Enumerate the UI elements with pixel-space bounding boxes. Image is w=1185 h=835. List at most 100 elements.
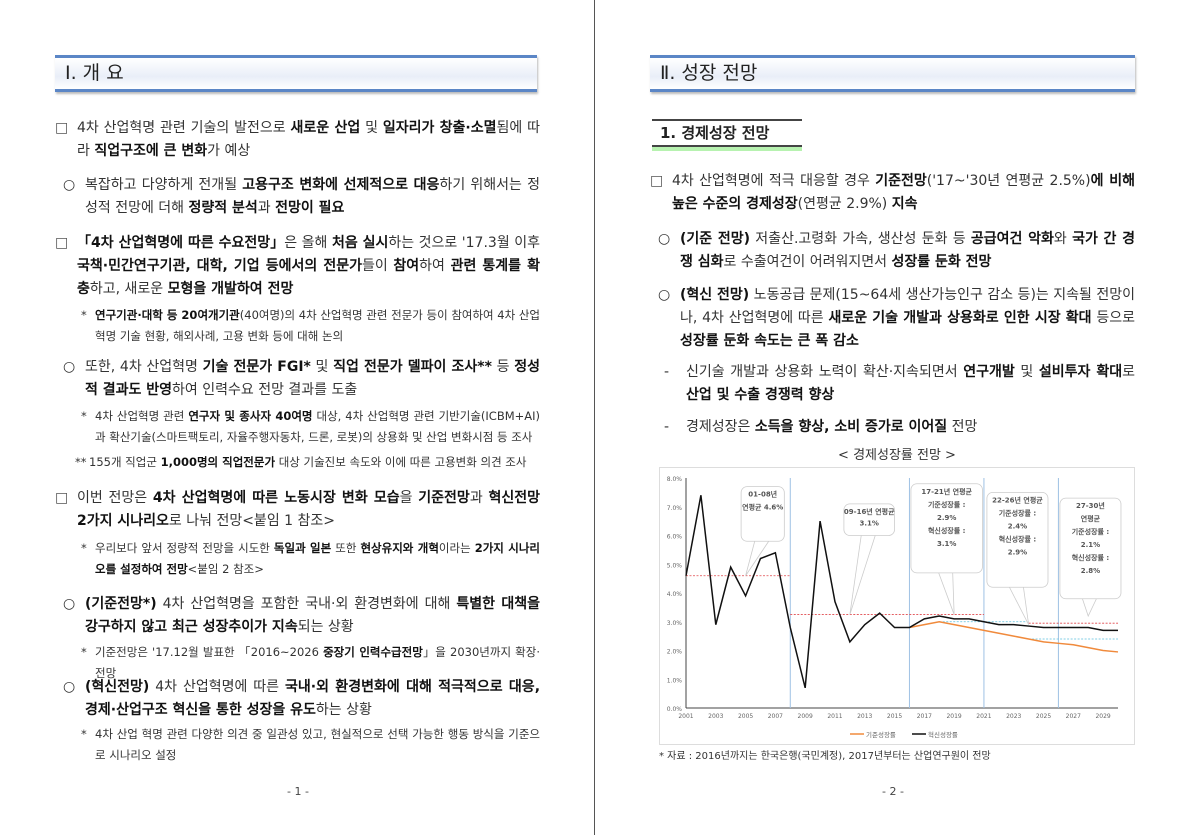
x-tick-label: 2013 <box>857 713 872 720</box>
y-tick-label: 2.0% <box>667 649 683 656</box>
bullet-marker: * <box>81 409 87 423</box>
callout-text: 연평균 4.6% <box>742 503 783 512</box>
callout-box <box>986 491 1049 588</box>
callout-text: 혁신성장률 : <box>999 534 1037 543</box>
chart-source: * 자료 : 2016년까지는 한국은행(국민계정), 2017년부터는 산업연… <box>659 751 991 762</box>
paragraph: ** 155개 직업군 1,000명의 직업전문가 대상 기술진보 속도와 이에 … <box>75 452 540 473</box>
bullet-marker: ○ <box>63 359 76 375</box>
callout-text: 2.1% <box>1081 541 1100 549</box>
bold-text: 기준전망 <box>875 173 927 189</box>
x-tick-label: 2023 <box>1006 713 1021 720</box>
callout-pointer <box>1009 587 1030 625</box>
text: 와 <box>1053 231 1073 247</box>
page-divider <box>594 0 595 835</box>
bold-text: 관련 통계를 확충 <box>77 258 541 297</box>
text: 하는 것으로 '17.3월 이후 <box>388 235 540 251</box>
bullet-marker: * <box>81 645 87 659</box>
paragraph: * 4차 산업혁명 관련 연구자 및 종사자 40여명 대상, 4차 산업혁명 관… <box>81 406 540 448</box>
bullet-marker: ○ <box>658 287 671 303</box>
legend-label: 기준성장률 <box>866 730 896 739</box>
text: 4차 산업혁명 관련 <box>95 409 189 423</box>
x-tick-label: 2001 <box>678 713 693 720</box>
paragraph: * 연구기관·대학 등 20여개기관(40여명)의 4차 산업혁명 관련 전문가 … <box>81 305 540 347</box>
text: 및 <box>310 359 334 375</box>
bold-text: 4차 산업혁명에 따른 노동시장 변화 모습 <box>152 490 400 506</box>
callout-text: 01-08년 <box>748 490 777 499</box>
paragraph: * 우리보다 앞서 정량적 전망을 시도한 독일과 일본 또한 현상유지와 개혁이… <box>81 538 540 580</box>
callout-text: 3.1% <box>860 520 879 528</box>
text: 및 <box>360 120 383 136</box>
callout-box <box>1059 497 1122 600</box>
text: 기준전망은 '17.12월 발표한 「2016~2026 <box>95 645 324 659</box>
bold-text: 에 비해 높은 수준의 경제성장 <box>672 173 1135 212</box>
paragraph: ○ (혁신전망) 4차 산업혁명에 따른 국내·외 환경변화에 대해 적극적으로 … <box>63 676 540 722</box>
subheading-underline <box>652 147 802 151</box>
bold-text: 혁신전망 2가지 시나리오 <box>77 490 540 529</box>
bold-text: 설비투자 확대 <box>1038 364 1123 380</box>
bold-text: 연구기관·대학 등 20여개기관 <box>95 308 240 322</box>
text: <붙임 2 참조> <box>187 562 264 576</box>
bold-text: 산업 및 수출 경쟁력 향상 <box>686 387 835 403</box>
bullet-marker: □ <box>55 490 69 506</box>
bold-text: 직업 전문가 델파이 조사** <box>333 359 492 375</box>
callout-box <box>843 503 895 536</box>
x-tick-label: 2019 <box>946 713 961 720</box>
text: 4차 산업혁명에 적극 대응할 경우 <box>672 173 876 189</box>
y-tick-label: 6.0% <box>667 534 683 541</box>
bold-text: 연구자 및 종사자 40여명 <box>188 409 313 423</box>
text: 하기 위해서는 정성적 전망에 더해 <box>85 177 541 216</box>
bold-text: 특별한 대책을 강구하지 않고 최근 성장추이가 지속 <box>85 596 540 635</box>
bold-text: 전망이 필요 <box>275 200 345 216</box>
text: 은 올해 <box>284 235 332 251</box>
callout-text: 2.9% <box>1008 548 1027 556</box>
callout-text: 27-30년 <box>1076 501 1105 510</box>
text: 로 수출여건이 어려워지면서 <box>723 254 892 270</box>
paragraph: □ 4차 산업혁명에 적극 대응할 경우 기준전망('17~'30년 연평균 2.… <box>650 170 1135 216</box>
text: 등 <box>491 359 515 375</box>
bold-text: 일자리가 창출·소멸 <box>382 120 497 136</box>
bold-text: 1,000명의 직업전문가 <box>160 455 276 469</box>
paragraph: ○ 또한, 4차 산업혁명 기술 전문가 FGI* 및 직업 전문가 델파이 조사… <box>63 356 540 402</box>
y-tick-label: 7.0% <box>667 505 683 512</box>
bold-text: 성장률 둔화 전망 <box>891 254 992 270</box>
bold-text: 처음 실시 <box>331 235 389 251</box>
bold-text: (혁신전망) <box>85 679 150 695</box>
bold-text: 소득을 향상, 소비 증가로 이어질 <box>754 419 948 435</box>
paragraph: □ 이번 전망은 4차 산업혁명에 따른 노동시장 변화 모습을 기준전망과 혁신… <box>55 487 540 533</box>
bullet-marker: - <box>664 419 670 435</box>
page2-section-header: Ⅱ. 성장 전망 <box>650 55 1135 92</box>
callout-text: 기준성장률 : <box>928 500 966 509</box>
x-tick-label: 2015 <box>887 713 902 720</box>
callout-text: 17-21년 연평균 <box>921 487 972 496</box>
x-tick-label: 2011 <box>827 713 842 720</box>
text: 가 예상 <box>207 143 251 159</box>
paragraph: ○ (혁신 전망) 노동공급 문제(15~64세 생산가능인구 감소 등)는 지속… <box>658 284 1135 353</box>
paragraph: - 경제성장은 소득을 향상, 소비 증가로 이어질 전망 <box>664 416 1135 439</box>
text: 되는 상황 <box>297 619 354 635</box>
text: 하고, 새로운 <box>89 281 168 297</box>
text: 을 <box>399 490 419 506</box>
text: 및 <box>1014 364 1039 380</box>
callout-text: 3.1% <box>937 540 956 548</box>
callout-pointer <box>849 535 876 615</box>
paragraph: □ 「4차 산업혁명에 따른 수요전망」은 올해 처음 실시하는 것으로 '17.… <box>55 232 540 301</box>
text: 노동공급 문제(15~64세 생산가능인구 감소 등)는 지속될 전망이나, 4… <box>680 287 1135 326</box>
text: 등으로 <box>1091 310 1135 326</box>
text: 하는 상황 <box>315 702 372 718</box>
x-tick-label: 2009 <box>798 713 813 720</box>
bullet-marker: * <box>81 541 87 555</box>
bold-text: (혁신 전망) <box>680 287 750 303</box>
bold-text: 새로운 기술 개발과 상용화로 인한 시장 확대 <box>828 310 1092 326</box>
bullet-marker: ** <box>75 455 87 469</box>
text: 또한 <box>331 541 361 555</box>
bold-text: 독일과 일본 <box>273 541 332 555</box>
paragraph: * 4차 산업 혁명 관련 다양한 의견 중 일관성 있고, 현실적으로 선택 가… <box>81 724 540 766</box>
bullet-marker: □ <box>55 235 69 251</box>
series-line <box>909 620 1119 653</box>
text: 됨에 따라 <box>77 120 541 159</box>
x-tick-label: 2025 <box>1036 713 1051 720</box>
bold-text: 정량적 분석 <box>188 200 258 216</box>
callout-text: 혁신성장률 : <box>928 526 966 535</box>
text: 하여 인력수요 전망 결과를 도출 <box>172 382 358 398</box>
text: (연평균 2.9%) <box>797 196 892 212</box>
